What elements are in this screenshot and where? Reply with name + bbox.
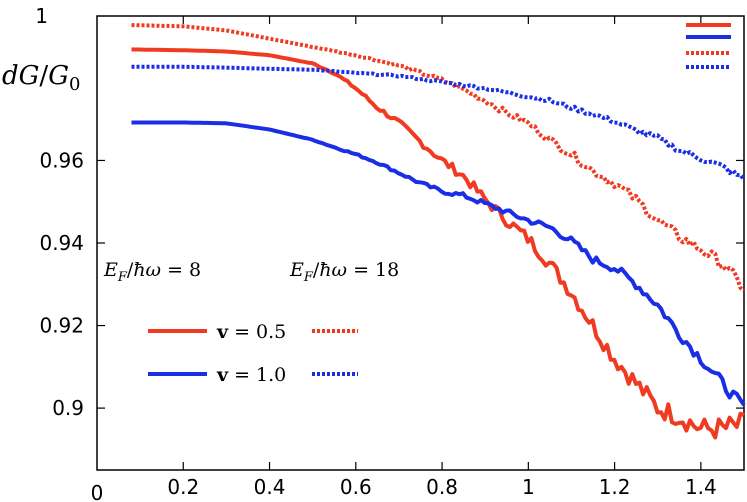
plot-frame: [96, 15, 745, 471]
series-line-2: [131, 120, 746, 407]
series-layer: [131, 23, 746, 440]
x-origin-label: 0: [91, 481, 104, 502]
series-line-1: [131, 47, 745, 440]
tick-marks: [97, 16, 744, 470]
y-tick-label: 0.94: [39, 231, 84, 255]
x-tick-label: 0.8: [426, 475, 458, 499]
tick-labels: 0.2 0.4 0.6 0.8 1 1.2 1.4 0 0.9 0.92 0.94 0.96 1: [35, 4, 717, 502]
x-tick-label: 1: [522, 475, 535, 499]
x-tick-label: 0.2: [167, 475, 199, 499]
legend-header-2: EF/ħω = 18: [289, 259, 399, 285]
x-tick-label: 0.6: [340, 475, 372, 499]
x-tick-label: 1.4: [685, 475, 717, 499]
x-tick-label: 0.4: [254, 475, 286, 499]
y-axis-label: dG/G0: [2, 61, 80, 95]
y-top-label: 1: [35, 4, 48, 28]
legend-label-v10: v = 1.0: [216, 364, 286, 386]
y-tick-label: 0.96: [39, 148, 84, 172]
series-line-3: [131, 23, 746, 292]
legend-label-v05: v = 0.5: [216, 321, 286, 343]
x-tick-label: 1.2: [599, 475, 631, 499]
y-tick-label: 0.9: [52, 396, 84, 420]
legend-header-1: EF/ħω = 8: [103, 259, 201, 285]
series-line-4: [131, 64, 746, 181]
y-tick-label: 0.92: [39, 314, 84, 338]
